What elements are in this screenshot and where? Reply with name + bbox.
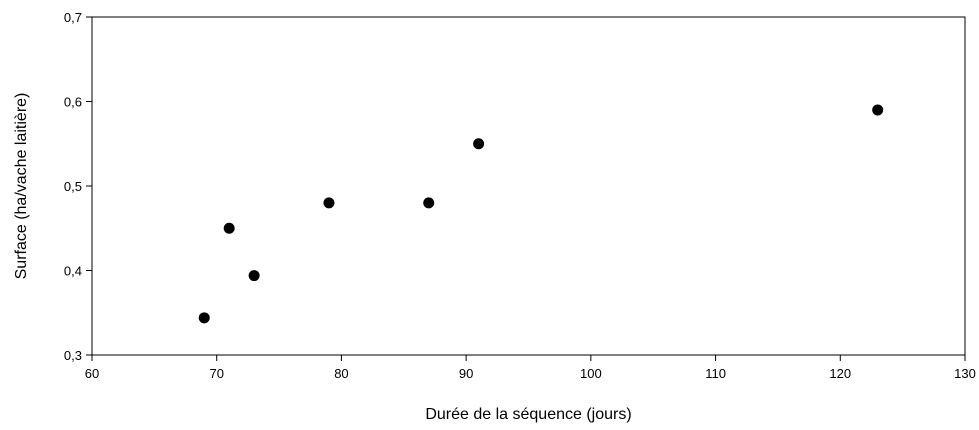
x-tick-label: 130 [954, 366, 976, 381]
y-tick-label: 0,4 [64, 264, 82, 279]
y-tick-label: 0,6 [64, 95, 82, 110]
x-tick-label: 70 [209, 366, 223, 381]
x-tick-label: 100 [580, 366, 602, 381]
data-point [872, 104, 884, 116]
y-tick-label: 0,7 [64, 10, 82, 25]
data-point [323, 197, 335, 209]
x-tick-label: 60 [85, 366, 99, 381]
x-axis-label: Durée de la séquence (jours) [425, 406, 631, 423]
y-tick-label: 0,3 [64, 348, 82, 363]
x-tick-label: 80 [334, 366, 348, 381]
x-tick-label: 110 [705, 366, 726, 381]
data-point [198, 312, 210, 324]
data-point [248, 270, 260, 282]
data-points [198, 104, 884, 324]
x-tick-label: 90 [459, 366, 473, 381]
x-axis: 60 70 80 90 100 110 120 130 [85, 355, 976, 381]
data-point [423, 197, 435, 209]
x-tick-label: 120 [829, 366, 851, 381]
y-axis-label: Surface (ha/vache laitière) [13, 93, 30, 280]
data-point [223, 222, 235, 234]
data-point [473, 138, 485, 150]
plot-area [91, 16, 966, 356]
y-tick-label: 0,5 [64, 179, 82, 194]
y-axis: 0,3 0,4 0,5 0,6 0,7 [64, 10, 92, 363]
